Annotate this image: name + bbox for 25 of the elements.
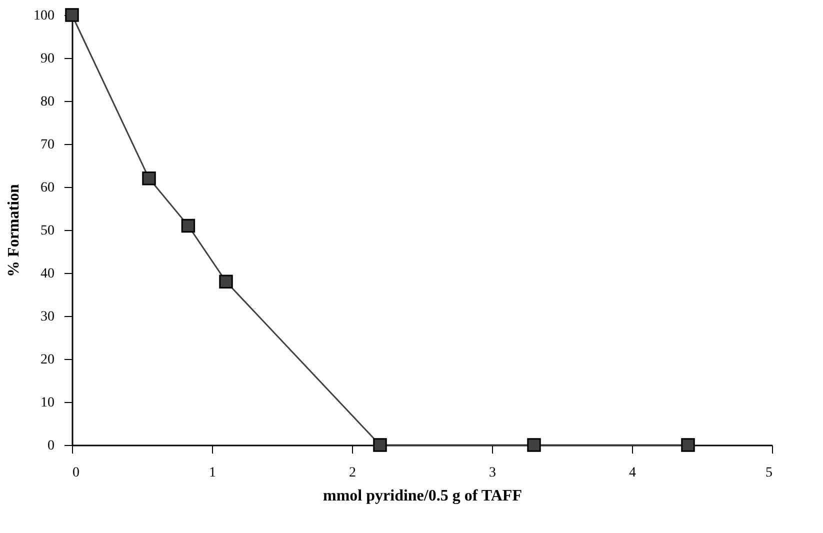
point (681, 438, 695, 452)
y-tick-label: 80 (40, 94, 54, 110)
x-tick-label: 0 (72, 466, 80, 480)
x-tick-label: 5 (766, 466, 772, 480)
x-tick-label: 2 (349, 466, 356, 480)
point (142, 172, 156, 186)
y-axis-title: % Formation (6, 184, 22, 277)
point (219, 274, 233, 288)
y-tick-label: 70 (40, 138, 54, 152)
y-tick-label: 100 (34, 8, 54, 24)
x-axis-title: mmol pyridine/0.5 g of TAFF (323, 488, 522, 504)
y-tick-label: 60 (40, 180, 54, 196)
x-tick-label: 3 (489, 466, 496, 480)
y-tick-label: 90 (40, 52, 54, 66)
point (527, 438, 541, 452)
y-tick-label: 40 (40, 266, 54, 282)
y-tick-label: 30 (40, 310, 54, 324)
y-tick-label: 50 (40, 224, 54, 238)
y-tick-label: 0 (48, 438, 54, 454)
point (181, 218, 196, 233)
point (373, 438, 387, 452)
x-tick-label: 4 (629, 466, 636, 480)
y-tick-label: 10 (40, 396, 54, 410)
y-tick-label: 20 (40, 352, 54, 368)
x-tick-label: 1 (209, 466, 216, 480)
